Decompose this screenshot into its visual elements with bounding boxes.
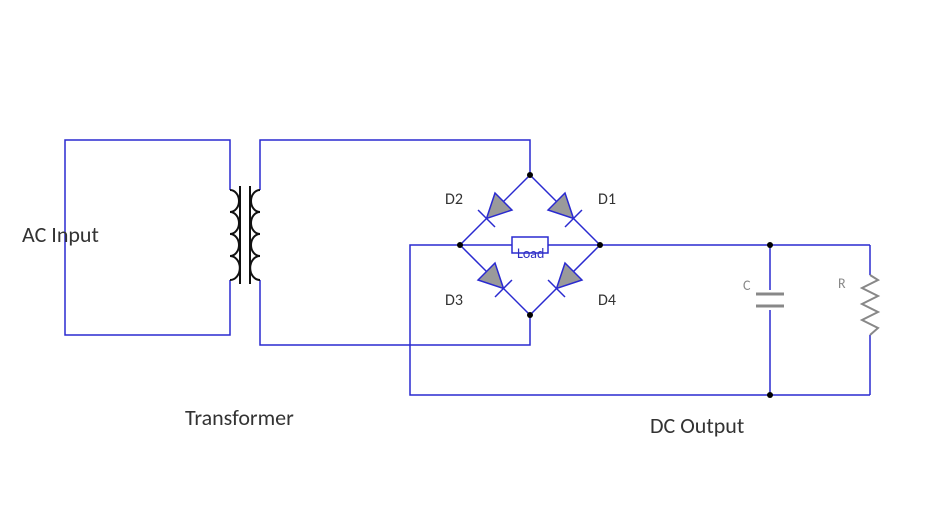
dc-bottom-rail bbox=[410, 245, 870, 395]
capacitor-icon bbox=[756, 294, 784, 306]
wires bbox=[65, 140, 870, 395]
d2-label: D2 bbox=[445, 190, 463, 209]
ac-input-label: AC Input bbox=[22, 221, 99, 248]
d3-label: D3 bbox=[445, 291, 463, 310]
d1-label: D1 bbox=[598, 190, 616, 209]
transformer-label: Transformer bbox=[185, 404, 294, 431]
dc-output-label: DC Output bbox=[650, 412, 744, 439]
circuit-diagram: AC Input Transformer DC Output D2 D1 D3 … bbox=[0, 0, 940, 511]
load-label: Load bbox=[517, 245, 544, 262]
transformer-icon bbox=[230, 186, 260, 284]
r-label: R bbox=[838, 275, 846, 292]
sec-bottom-wire bbox=[260, 280, 530, 345]
sec-top-wire bbox=[260, 140, 530, 190]
c-label: C bbox=[743, 277, 751, 294]
d4-label: D4 bbox=[598, 291, 616, 310]
resistor-icon bbox=[862, 275, 878, 335]
